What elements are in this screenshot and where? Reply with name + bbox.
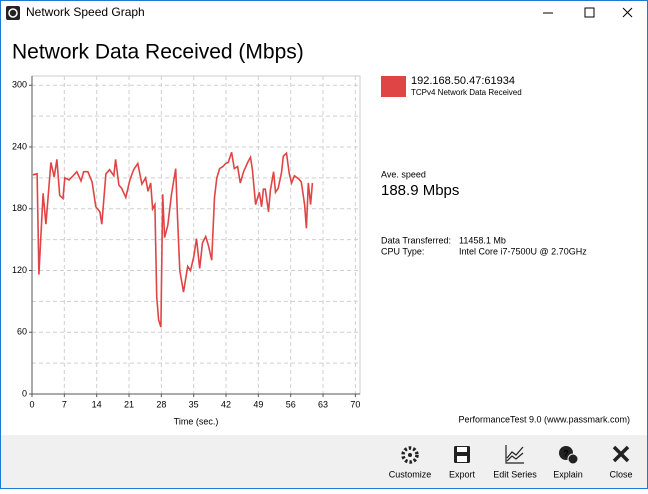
plot: 0 60 120 180 240 300 0 7 14 21 28 35 42 49 56 63 70 Time …: [12, 75, 361, 426]
app-icon-glyph: [8, 8, 18, 18]
customize-button[interactable]: Customize: [389, 446, 432, 479]
window-title: Network Speed Graph: [26, 5, 145, 19]
x-tick-label: 35: [189, 399, 199, 409]
button-label: Close: [609, 469, 632, 479]
y-tick-label: 120: [12, 265, 27, 275]
x-tick-label: 70: [350, 399, 360, 409]
app-icon: [6, 6, 20, 20]
x-tick-label: 49: [253, 399, 263, 409]
x-tick-label: 63: [318, 399, 328, 409]
close-button[interactable]: Close: [609, 445, 633, 479]
x-axis-label: Time (sec.): [174, 416, 219, 426]
button-label: Customize: [389, 469, 432, 479]
y-tick-label: 240: [12, 141, 27, 151]
edit-series-button[interactable]: Edit Series: [493, 445, 537, 479]
legend-label: 192.168.50.47:61934: [411, 75, 515, 87]
y-tick-label: 180: [12, 203, 27, 213]
footer: PerformanceTest 9.0 (www.passmark.com): [458, 414, 630, 424]
info-value: Intel Core i7-7500U @ 2.70GHz: [459, 246, 587, 256]
maximize-button[interactable]: [584, 7, 595, 18]
toolbar: [1, 435, 647, 488]
button-label: Explain: [553, 469, 583, 479]
export-button[interactable]: Export: [449, 446, 476, 479]
info-value: 11458.1 Mb: [459, 235, 506, 245]
plot-frame: [31, 75, 361, 395]
x-tick-label: 56: [286, 399, 296, 409]
close-window-button[interactable]: [622, 7, 633, 18]
x-tick-label: 28: [156, 399, 166, 409]
x-tick-label: 21: [124, 399, 134, 409]
avg-label: Ave. speed: [381, 169, 426, 179]
y-tick-label: 0: [22, 388, 27, 398]
legend-description: TCPv4 Network Data Received: [411, 88, 522, 97]
info-label: Data Transferred:: [381, 235, 451, 245]
data-line: [32, 151, 314, 328]
x-tick-label: 0: [29, 399, 34, 409]
explain-button[interactable]: ? Explain: [553, 446, 583, 479]
x-tick-label: 14: [92, 399, 102, 409]
y-tick-label: 60: [17, 327, 27, 337]
x-tick-label: 7: [62, 399, 67, 409]
icon-glyph: ?: [563, 448, 569, 458]
button-label: Edit Series: [493, 469, 537, 479]
info-label: CPU Type:: [381, 246, 424, 256]
avg-value: 188.9 Mbps: [381, 182, 459, 199]
legend-swatch: [381, 76, 406, 97]
button-label: Export: [449, 469, 476, 479]
y-tick-label: 300: [12, 80, 27, 90]
chart-title: Network Data Received (Mbps): [12, 41, 304, 64]
x-tick-label: 42: [221, 399, 231, 409]
